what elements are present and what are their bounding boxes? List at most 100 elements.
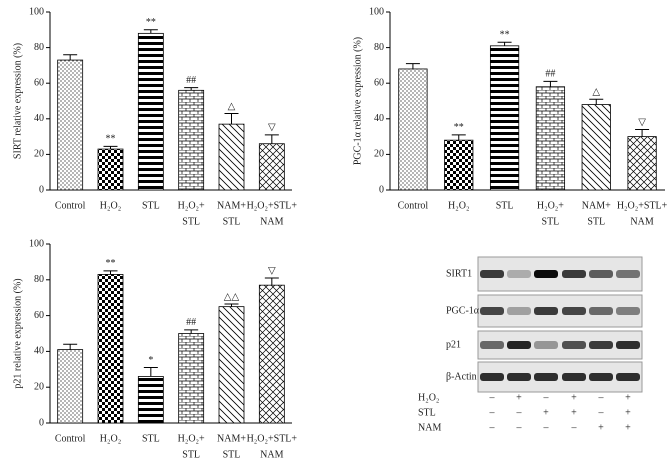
bar — [218, 306, 245, 424]
x-tick-label: STL — [223, 216, 241, 227]
treatment-sign: + — [571, 392, 577, 403]
y-tick-label: 100 — [29, 6, 44, 17]
bar — [137, 32, 164, 191]
x-tick-label: STL — [223, 449, 241, 460]
blot-band — [480, 270, 504, 278]
bar — [489, 45, 520, 191]
blot-box — [477, 256, 643, 292]
y-tick-label: 80 — [34, 42, 44, 53]
x-tick-label: H₂O₂ — [100, 200, 121, 211]
blot-band — [480, 341, 504, 349]
blot-panel — [477, 256, 643, 393]
blot-row-label: SIRT1 — [446, 268, 472, 279]
y-tick-label: 40 — [34, 113, 44, 124]
x-tick-label: Control — [398, 200, 429, 211]
treatment-sign: – — [598, 392, 605, 403]
annotation: △ — [592, 87, 600, 98]
error-bar — [184, 329, 199, 334]
error-bar — [543, 80, 558, 87]
blot-band — [589, 270, 613, 278]
x-tick-label: Control — [55, 433, 86, 444]
blot-band — [589, 341, 613, 349]
blot-band — [480, 307, 504, 315]
x-tick-label: STL — [142, 200, 160, 211]
x-tick-label: NAM — [630, 216, 653, 227]
y-tick-label: 40 — [34, 346, 44, 357]
blot-band — [534, 373, 558, 381]
blot-band — [507, 307, 531, 315]
treatment-sign: – — [543, 392, 550, 403]
x-tick-label: STL — [496, 200, 514, 211]
x-tick-label: H₂O₂+STL+ — [247, 200, 298, 211]
bar — [258, 284, 285, 424]
treatment-sign: + — [598, 422, 604, 433]
treatment-sign: + — [625, 407, 631, 418]
blot-band — [562, 307, 586, 315]
treatment-sign: – — [489, 407, 496, 418]
blot-band — [562, 373, 586, 381]
blot-box — [477, 361, 643, 393]
treatment-sign: + — [543, 407, 549, 418]
annotation: △△ — [224, 291, 240, 302]
error-bar — [63, 54, 78, 61]
error-bar — [103, 270, 118, 275]
y-tick-label: 0 — [39, 417, 44, 428]
x-tick-label: NAM — [260, 449, 283, 460]
y-axis-label: SIRT relative expression (%) — [12, 43, 23, 159]
bar — [97, 148, 124, 191]
y-tick-label: 100 — [29, 238, 44, 249]
treatment-sign: + — [625, 422, 631, 433]
y-tick-label: 60 — [374, 77, 384, 88]
bar — [137, 376, 164, 424]
annotation: ## — [545, 69, 555, 80]
y-tick-label: 100 — [369, 6, 384, 17]
error-bar — [63, 343, 78, 350]
error-bar — [264, 277, 279, 286]
treatment-sign: – — [489, 392, 496, 403]
bar — [57, 349, 84, 424]
y-tick-label: 80 — [374, 42, 384, 53]
blot-band — [534, 270, 558, 278]
error-bar — [143, 29, 158, 34]
y-tick-label: 0 — [39, 184, 44, 195]
x-tick-label: H₂O₂+ — [537, 200, 564, 211]
x-tick-label: H₂O₂+STL+ — [247, 433, 298, 444]
blot-band — [589, 307, 613, 315]
treatment-sign: – — [489, 422, 496, 433]
bar — [398, 68, 428, 191]
blot-band — [507, 270, 531, 278]
error-bar — [224, 112, 239, 125]
x-tick-label: NAM — [260, 216, 283, 227]
x-tick-label: H₂O₂ — [448, 200, 469, 211]
blot-band — [562, 270, 586, 278]
annotation: △ — [228, 101, 236, 112]
blot-box — [477, 330, 643, 360]
x-tick-label: STL — [587, 216, 605, 227]
blot-band — [534, 341, 558, 349]
blot-band — [480, 373, 504, 381]
annotation: ** — [106, 258, 116, 269]
blot-band — [616, 270, 640, 278]
x-tick-label: STL — [182, 449, 200, 460]
blot-band — [534, 307, 558, 315]
annotation: ## — [186, 317, 196, 328]
error-bar — [405, 63, 420, 69]
blot-band — [616, 373, 640, 381]
bar — [178, 89, 205, 191]
treatment-label: H₂O₂ — [418, 392, 439, 403]
y-axis-label: PGC-1α relative expression (%) — [352, 37, 363, 165]
blot-row-label: p21 — [446, 339, 461, 350]
annotation: ** — [146, 17, 156, 28]
error-bar — [264, 134, 279, 144]
annotation: ## — [186, 75, 196, 86]
error-bar — [143, 367, 158, 377]
annotation: ** — [106, 134, 116, 145]
annotation: ** — [454, 122, 464, 133]
error-bar — [497, 41, 512, 46]
blot-row-label: β-Actin — [446, 371, 477, 382]
bar — [581, 104, 611, 191]
bar — [627, 136, 657, 191]
treatment-sign: + — [625, 392, 631, 403]
y-tick-label: 20 — [34, 381, 44, 392]
